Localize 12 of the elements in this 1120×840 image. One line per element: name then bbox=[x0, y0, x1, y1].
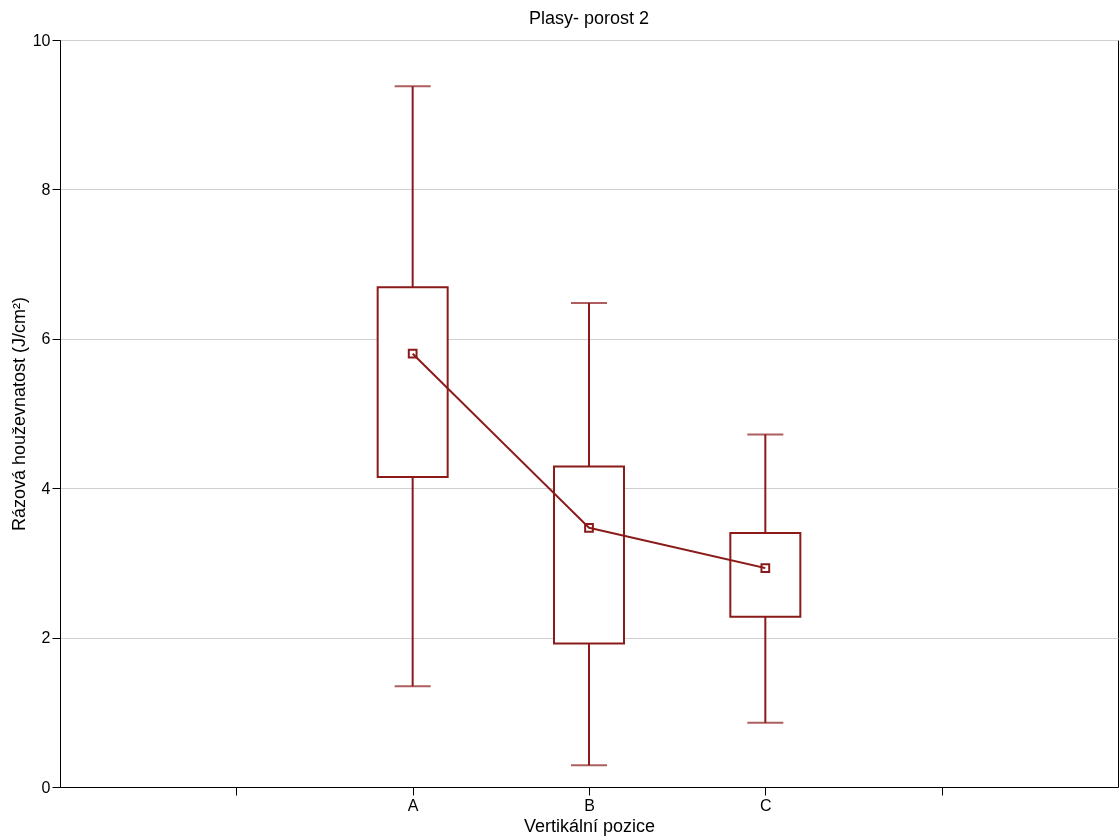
y-tick-label: 2 bbox=[41, 629, 51, 647]
y-tick-label: 0 bbox=[41, 778, 51, 796]
x-tick-label: A bbox=[407, 796, 419, 814]
chart-title: Plasy- porost 2 bbox=[528, 8, 650, 28]
x-tick-label: B bbox=[584, 796, 595, 814]
y-tick-label: 8 bbox=[41, 180, 51, 198]
x-tick-label: C bbox=[760, 796, 772, 814]
x-axis-title: Vertikální pozice bbox=[523, 815, 656, 836]
y-axis-title: Rázová houževnatost (J/cm²) bbox=[8, 296, 29, 532]
y-tick-label: 4 bbox=[41, 479, 51, 497]
y-tick-label: 6 bbox=[41, 330, 51, 348]
y-tick-label: 10 bbox=[32, 31, 51, 49]
